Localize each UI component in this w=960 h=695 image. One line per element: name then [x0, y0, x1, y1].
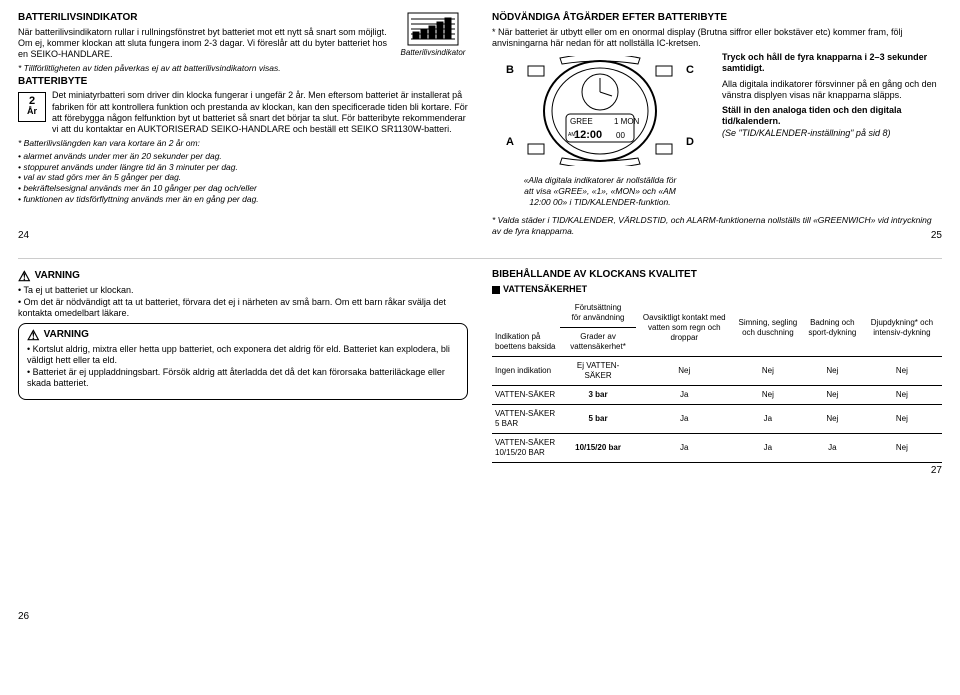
cell: Ja [803, 434, 862, 463]
warning-heading-1: ⚠ VARNING [18, 269, 468, 283]
reset-note: * Valda städer i TID/KALENDER, VÄRLDSTID… [492, 215, 942, 236]
li: stoppuret används under längre tid än 3 … [18, 162, 468, 173]
warning-heading-2: ⚠ VARNING [27, 328, 459, 342]
th: Simning, segling och duschning [733, 299, 803, 357]
battery-indicator-figure: Batterilivsindikator [398, 12, 468, 58]
cell: Nej [862, 357, 942, 386]
svg-text:1 MON: 1 MON [614, 117, 640, 126]
cell: Nej [862, 405, 942, 434]
cell: Ja [636, 386, 733, 405]
step-1: Tryck och håll de fyra knapparna i 2–3 s… [722, 52, 927, 73]
two-year-badge: 2 År [18, 92, 46, 122]
page-number: 27 [931, 465, 942, 478]
heading-after-change: NÖDVÄNDIGA ÅTGÄRDER EFTER BATTERIBYTE [492, 12, 942, 25]
cell: VATTEN-SÄKER [492, 386, 560, 405]
page-number: 25 [931, 230, 942, 243]
warning-label: VARNING [35, 270, 80, 283]
cell: Ja [733, 405, 803, 434]
cell: Nej [733, 386, 803, 405]
th: för användning [572, 313, 625, 322]
li: Om det är nödvändigt att ta ut batteriet… [18, 297, 468, 320]
li: Ta ej ut batteriet ur klockan. [18, 285, 468, 296]
button-label-d: D [686, 136, 694, 150]
p-battery-change: Det miniatyrbatteri som driver din klock… [18, 90, 468, 135]
svg-text:GREE: GREE [570, 117, 593, 126]
li: val av stad görs mer än 5 gånger per dag… [18, 172, 468, 183]
page-divider [18, 258, 942, 259]
svg-text:12:00: 12:00 [574, 129, 602, 141]
step-2: Alla digitala indikatorer försvinner på … [722, 79, 942, 102]
cell: Ja [636, 434, 733, 463]
th: Djupdykning* och intensiv-dykning [862, 299, 942, 357]
cell: 10/15/20 bar [560, 434, 635, 463]
water-resistance-table: Indikation på boettens baksida Förutsätt… [492, 299, 942, 463]
heading-quality: BIBEHÅLLANDE AV KLOCKANS KVALITET [492, 269, 942, 282]
table-row: VATTEN-SÄKER 3 bar Ja Nej Nej Nej [492, 386, 942, 405]
p-after-change: * När batteriet är utbytt eller om en on… [492, 27, 942, 50]
th: Förutsättning [575, 303, 622, 312]
warning-label: VARNING [44, 329, 89, 342]
battery-indicator-icon [407, 12, 459, 46]
warning-icon: ⚠ [27, 328, 40, 342]
step-3: Ställ in den analoga tiden och den digit… [722, 105, 902, 126]
button-label-c: C [686, 64, 694, 78]
table-row: VATTEN-SÄKER 10/15/20 BAR 10/15/20 bar J… [492, 434, 942, 463]
cell: Nej [636, 357, 733, 386]
cell: Ej VATTEN-SÄKER [560, 357, 635, 386]
th: Oavsiktligt kontakt med vatten som regn … [636, 299, 733, 357]
cell: Nej [862, 434, 942, 463]
cell: Nej [803, 405, 862, 434]
step-3-ref: (Se "TID/KALENDER-inställning" på sid 8) [722, 128, 890, 138]
cell: Nej [733, 357, 803, 386]
watch-icon: GREE 1 MON 12:00 00 AM [520, 56, 680, 166]
cell: Nej [803, 386, 862, 405]
cell: Ja [636, 405, 733, 434]
warning-list-1: Ta ej ut batteriet ur klockan. Om det är… [18, 285, 468, 319]
battery-indicator-caption: Batterilivsindikator [401, 48, 466, 57]
instructions: Tryck och håll de fyra knapparna i 2–3 s… [722, 52, 942, 211]
cell: VATTEN-SÄKER 10/15/20 BAR [492, 434, 560, 463]
table-row: VATTEN-SÄKER 5 BAR 5 bar Ja Ja Nej Nej [492, 405, 942, 434]
heading-battery-change: BATTERIBYTE [18, 76, 468, 89]
page-27: BIBEHÅLLANDE AV KLOCKANS KVALITET VATTEN… [492, 269, 942, 463]
shorter-list: alarmet används under mer än 20 sekunder… [18, 151, 468, 204]
warning-icon: ⚠ [18, 269, 31, 283]
subheading-water: VATTENSÄKERHET [492, 284, 942, 295]
table-row: Ingen indikation Ej VATTEN-SÄKER Nej Nej… [492, 357, 942, 386]
watch-caption: «Alla digitala indikatorer är nollställd… [520, 175, 680, 207]
page-24: Batterilivsindikator BATTERILIVSINDIKATO… [18, 12, 468, 236]
cell: 3 bar [560, 386, 635, 405]
cell: Nej [803, 357, 862, 386]
th: Indikation på [495, 332, 540, 341]
cell: VATTEN-SÄKER 5 BAR [492, 405, 560, 434]
cell: Ingen indikation [492, 357, 560, 386]
cell: Nej [862, 386, 942, 405]
th: Badning och sport-dykning [803, 299, 862, 357]
page-26: ⚠ VARNING Ta ej ut batteriet ur klockan.… [18, 269, 468, 463]
p-shorter-head: * Batterilivslängden kan vara kortare än… [18, 138, 468, 149]
page-25: NÖDVÄNDIGA ÅTGÄRDER EFTER BATTERIBYTE * … [492, 12, 942, 236]
li: bekräftelsesignal används mer än 10 gång… [18, 183, 468, 194]
cell: 5 bar [560, 405, 635, 434]
warning-box: ⚠ VARNING Kortslut aldrig, mixtra eller … [18, 323, 468, 400]
th: boettens baksida [495, 342, 556, 351]
button-label-b: B [506, 64, 514, 78]
li: alarmet används under mer än 20 sekunder… [18, 151, 468, 162]
page-number: 24 [18, 230, 29, 243]
svg-text:00: 00 [616, 131, 625, 140]
li: Kortslut aldrig, mixtra eller hetta upp … [27, 344, 459, 367]
li: funktionen av tidsförflyttning används m… [18, 194, 468, 205]
note-reliability: * Tillförlitligheten av tiden påverkas e… [18, 63, 468, 74]
th: Grader av vattensäkerhet* [560, 328, 635, 357]
button-label-a: A [506, 136, 514, 150]
watch-figure: A B C D GREE 1 MON 12:00 00 AM [520, 56, 680, 169]
li: Batteriet är ej uppladdningsbart. Försök… [27, 367, 459, 390]
two-year-unit: År [19, 107, 45, 117]
page-number: 26 [18, 611, 29, 624]
cell: Ja [733, 434, 803, 463]
svg-text:AM: AM [568, 132, 576, 138]
warning-list-2: Kortslut aldrig, mixtra eller hetta upp … [27, 344, 459, 389]
